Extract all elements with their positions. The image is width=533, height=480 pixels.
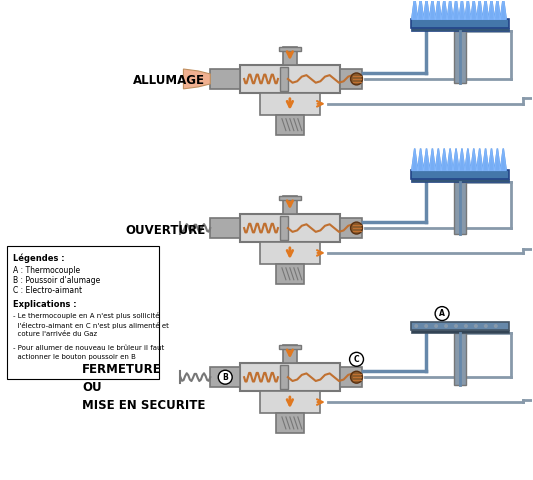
Text: Explications :: Explications : — [13, 300, 77, 309]
Circle shape — [218, 370, 232, 384]
FancyBboxPatch shape — [280, 365, 288, 389]
FancyBboxPatch shape — [211, 218, 240, 238]
FancyBboxPatch shape — [454, 31, 466, 83]
FancyBboxPatch shape — [211, 69, 240, 89]
FancyBboxPatch shape — [411, 19, 508, 28]
Polygon shape — [447, 148, 453, 170]
Circle shape — [494, 324, 498, 328]
Text: ALLUMAGE: ALLUMAGE — [133, 74, 205, 87]
Polygon shape — [411, 0, 418, 19]
FancyBboxPatch shape — [276, 413, 304, 433]
Polygon shape — [418, 148, 424, 170]
Circle shape — [454, 324, 458, 328]
FancyBboxPatch shape — [279, 196, 301, 200]
FancyBboxPatch shape — [454, 182, 466, 234]
Polygon shape — [435, 148, 441, 170]
FancyBboxPatch shape — [411, 322, 508, 330]
FancyBboxPatch shape — [276, 264, 304, 284]
Circle shape — [484, 324, 488, 328]
FancyBboxPatch shape — [276, 115, 304, 134]
Circle shape — [351, 73, 362, 85]
Polygon shape — [453, 148, 459, 170]
Polygon shape — [447, 0, 453, 19]
FancyBboxPatch shape — [240, 363, 340, 391]
Polygon shape — [411, 148, 418, 170]
Polygon shape — [459, 0, 465, 19]
Circle shape — [351, 371, 362, 383]
Text: B : Poussoir d'alumage: B : Poussoir d'alumage — [13, 276, 101, 285]
Polygon shape — [500, 0, 506, 19]
FancyBboxPatch shape — [260, 93, 320, 115]
Polygon shape — [489, 148, 495, 170]
FancyBboxPatch shape — [283, 196, 297, 214]
FancyBboxPatch shape — [279, 47, 301, 51]
Polygon shape — [495, 148, 500, 170]
Circle shape — [444, 324, 448, 328]
FancyBboxPatch shape — [411, 170, 508, 180]
Polygon shape — [471, 0, 477, 19]
Polygon shape — [411, 148, 506, 170]
FancyBboxPatch shape — [240, 214, 340, 242]
Polygon shape — [500, 148, 506, 170]
FancyBboxPatch shape — [340, 367, 361, 387]
FancyBboxPatch shape — [340, 218, 361, 238]
Circle shape — [351, 222, 362, 234]
FancyBboxPatch shape — [283, 47, 297, 65]
Polygon shape — [471, 148, 477, 170]
FancyBboxPatch shape — [411, 28, 508, 31]
FancyBboxPatch shape — [340, 69, 361, 89]
Polygon shape — [465, 0, 471, 19]
Polygon shape — [489, 0, 495, 19]
FancyBboxPatch shape — [280, 67, 288, 91]
Circle shape — [424, 324, 428, 328]
FancyBboxPatch shape — [283, 346, 297, 363]
FancyBboxPatch shape — [260, 391, 320, 413]
Polygon shape — [453, 0, 459, 19]
Text: Légendes :: Légendes : — [13, 254, 65, 264]
Polygon shape — [477, 148, 482, 170]
Text: C: C — [354, 355, 359, 364]
Polygon shape — [424, 148, 430, 170]
Text: - Pour allumer de nouveau le brûleur il faut
  actionner le bouton poussoir en B: - Pour allumer de nouveau le brûleur il … — [13, 346, 165, 360]
FancyBboxPatch shape — [7, 246, 158, 379]
Polygon shape — [441, 0, 447, 19]
Circle shape — [434, 324, 438, 328]
Polygon shape — [477, 0, 482, 19]
Polygon shape — [482, 148, 489, 170]
Text: C : Electro-aimant: C : Electro-aimant — [13, 286, 83, 295]
FancyBboxPatch shape — [411, 330, 508, 334]
Polygon shape — [459, 148, 465, 170]
FancyBboxPatch shape — [240, 65, 340, 93]
Polygon shape — [424, 0, 430, 19]
Circle shape — [435, 307, 449, 321]
Polygon shape — [418, 0, 424, 19]
Polygon shape — [411, 0, 506, 19]
Polygon shape — [430, 0, 435, 19]
FancyBboxPatch shape — [260, 242, 320, 264]
FancyBboxPatch shape — [454, 334, 466, 385]
Polygon shape — [495, 0, 500, 19]
Circle shape — [350, 352, 364, 366]
Text: FERMETURE
OU
MISE EN SECURITE: FERMETURE OU MISE EN SECURITE — [82, 363, 205, 412]
Polygon shape — [441, 148, 447, 170]
FancyBboxPatch shape — [211, 367, 240, 387]
Text: A : Thermocouple: A : Thermocouple — [13, 266, 80, 275]
FancyBboxPatch shape — [279, 346, 301, 349]
Polygon shape — [430, 148, 435, 170]
Polygon shape — [482, 0, 489, 19]
Polygon shape — [465, 148, 471, 170]
Text: - Le thermocouple en A n'est plus sollicité
  l'électro-aimant en C n'est plus a: - Le thermocouple en A n'est plus sollic… — [13, 312, 169, 337]
Circle shape — [464, 324, 468, 328]
Text: B: B — [222, 372, 228, 382]
Circle shape — [414, 324, 418, 328]
Polygon shape — [435, 0, 441, 19]
Polygon shape — [183, 69, 211, 89]
Text: OUVERTURE: OUVERTURE — [125, 224, 205, 237]
FancyBboxPatch shape — [411, 180, 508, 182]
Text: A: A — [439, 309, 445, 318]
Circle shape — [474, 324, 478, 328]
FancyBboxPatch shape — [280, 216, 288, 240]
